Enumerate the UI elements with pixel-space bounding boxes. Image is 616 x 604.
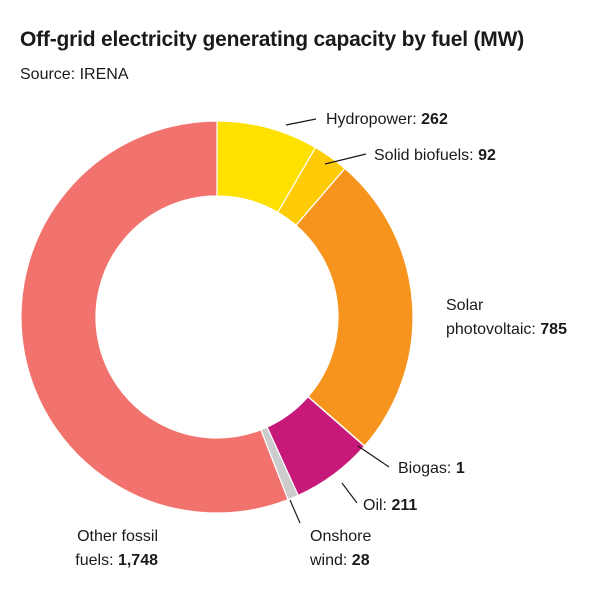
value-hydropower: 262 (421, 111, 448, 128)
value-solid-biofuels: 92 (478, 147, 496, 164)
value-other-fossil-fuels: 1,748 (118, 552, 158, 569)
value-onshore-wind: 28 (352, 552, 370, 569)
label-other-fossil-fuels: Other fossil fuels: 1,748 (75, 528, 158, 569)
leader-line-solid-biofuels (324, 153, 367, 165)
slices-group (20, 120, 414, 514)
slice-solar-photovoltaic (295, 167, 414, 447)
labels-group: Hydropower: 262 Solid biofuels: 92 Solar ph… (75, 111, 567, 569)
leader-line-oil (341, 482, 358, 504)
value-biogas: 1 (456, 460, 465, 477)
label-solar-photovoltaic: Solar photovoltaic: 785 (446, 297, 567, 338)
leader-line-onshore-wind (289, 499, 301, 524)
label-hydropower: Hydropower: 262 (326, 111, 448, 128)
leader-line-biogas (357, 445, 390, 468)
value-oil: 211 (391, 497, 417, 514)
label-oil: Oil: 211 (363, 497, 417, 514)
label-solid-biofuels: Solid biofuels: 92 (374, 147, 496, 164)
label-onshore-wind: Onshore wind: 28 (309, 528, 371, 569)
slice-other-fossil-fuels (20, 120, 289, 514)
label-biogas: Biogas: 1 (398, 460, 465, 477)
chart-source: Source: IRENA (20, 66, 129, 83)
leader-line-hydropower (285, 118, 317, 126)
chart-title: Off-grid electricity generating capacity… (20, 28, 524, 51)
value-solar-photovoltaic: 785 (540, 321, 567, 338)
